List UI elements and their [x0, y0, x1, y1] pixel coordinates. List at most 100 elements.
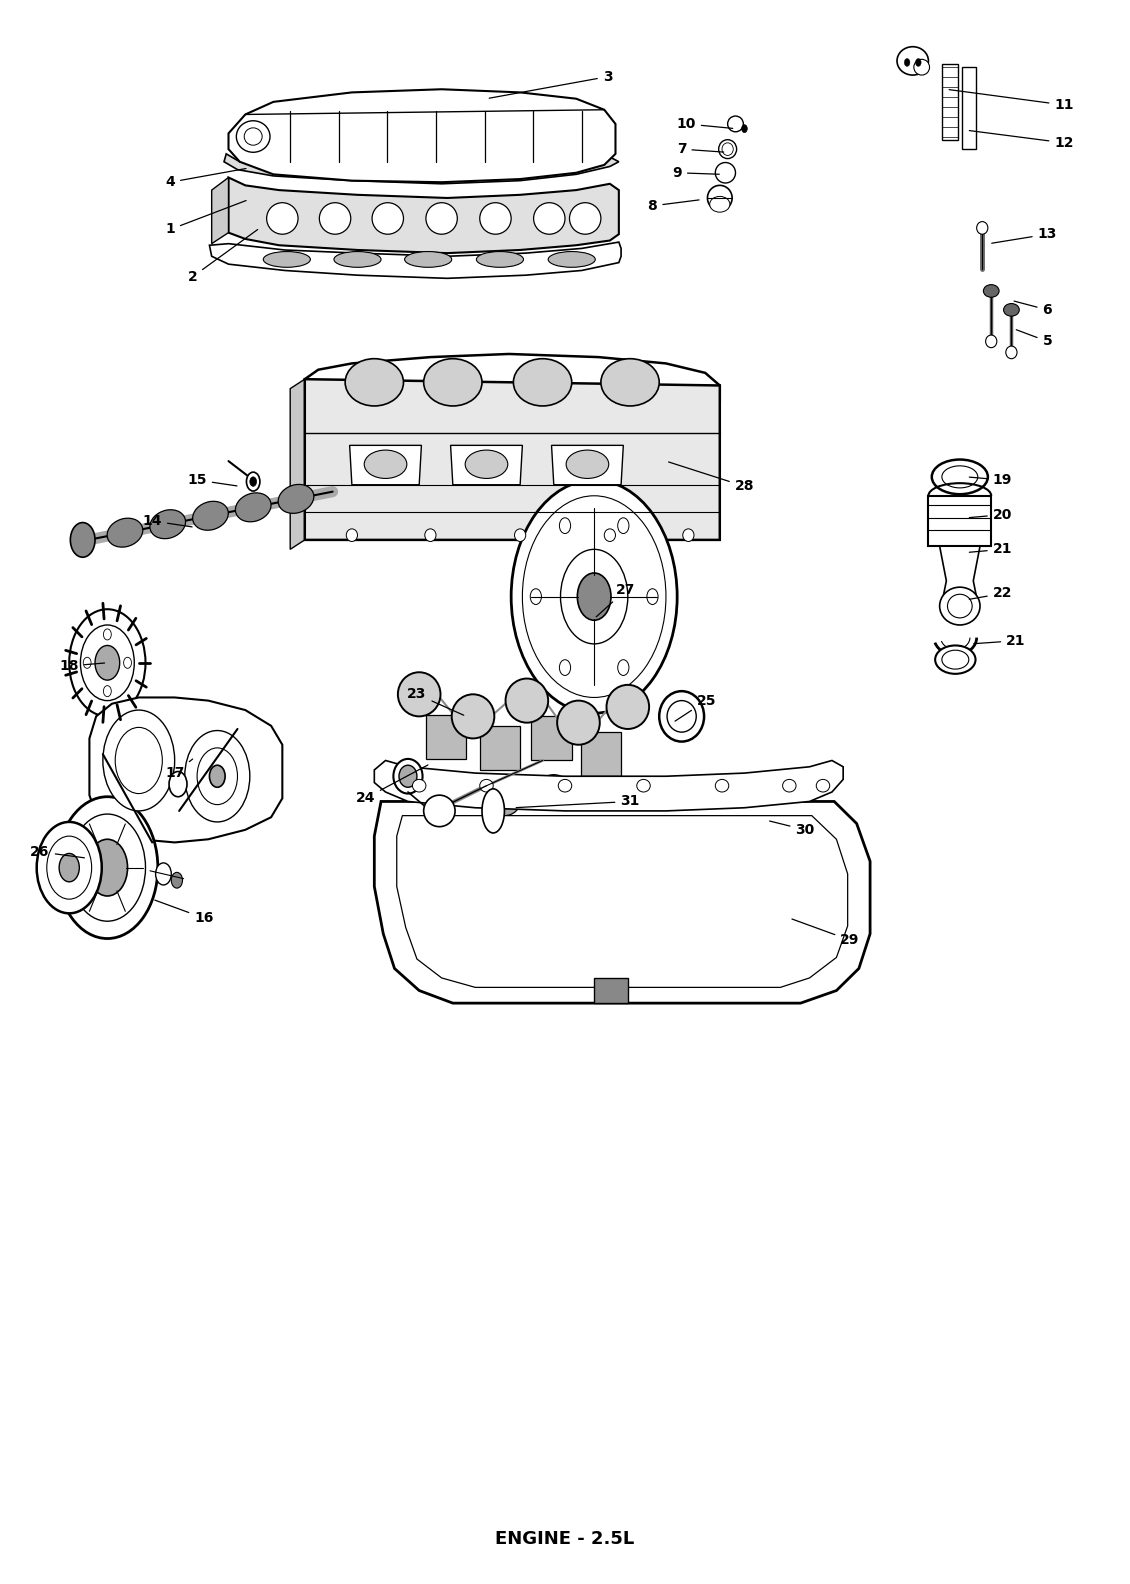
Polygon shape — [305, 379, 720, 540]
Ellipse shape — [435, 775, 467, 803]
Ellipse shape — [170, 771, 186, 797]
Ellipse shape — [659, 691, 704, 741]
Ellipse shape — [104, 686, 111, 697]
Text: 23: 23 — [407, 687, 463, 716]
Ellipse shape — [605, 529, 616, 542]
Text: 24: 24 — [356, 765, 428, 805]
Ellipse shape — [477, 252, 523, 268]
Ellipse shape — [87, 840, 128, 897]
Ellipse shape — [393, 759, 423, 794]
Ellipse shape — [741, 125, 747, 133]
Ellipse shape — [936, 645, 975, 673]
Ellipse shape — [345, 358, 403, 406]
Text: 28: 28 — [669, 463, 754, 493]
Ellipse shape — [570, 203, 601, 234]
Ellipse shape — [601, 358, 659, 406]
Polygon shape — [581, 732, 622, 776]
Ellipse shape — [346, 529, 357, 542]
Polygon shape — [426, 714, 467, 759]
Ellipse shape — [646, 589, 658, 605]
Ellipse shape — [405, 252, 452, 268]
Ellipse shape — [424, 795, 455, 827]
Ellipse shape — [267, 203, 298, 234]
Ellipse shape — [637, 779, 650, 792]
Text: 21: 21 — [974, 634, 1026, 648]
Ellipse shape — [577, 573, 611, 621]
Text: 16: 16 — [155, 900, 214, 925]
Ellipse shape — [715, 163, 736, 184]
Text: 3: 3 — [489, 70, 612, 98]
Polygon shape — [228, 177, 619, 253]
Ellipse shape — [915, 59, 921, 67]
Ellipse shape — [897, 46, 929, 74]
Text: 22: 22 — [970, 586, 1012, 600]
Ellipse shape — [514, 529, 525, 542]
Text: 1: 1 — [165, 201, 246, 236]
Ellipse shape — [559, 659, 571, 675]
Ellipse shape — [70, 523, 95, 558]
Ellipse shape — [618, 659, 629, 675]
Ellipse shape — [816, 779, 829, 792]
Ellipse shape — [533, 203, 565, 234]
Text: 26: 26 — [31, 844, 85, 859]
Ellipse shape — [452, 694, 494, 738]
Ellipse shape — [184, 730, 250, 822]
Ellipse shape — [197, 748, 237, 805]
Text: 8: 8 — [647, 200, 699, 212]
Ellipse shape — [466, 450, 507, 478]
Ellipse shape — [976, 222, 988, 234]
Polygon shape — [228, 89, 616, 182]
Ellipse shape — [398, 672, 441, 716]
Text: 30: 30 — [770, 821, 815, 836]
Text: 5: 5 — [1016, 329, 1052, 348]
Ellipse shape — [426, 203, 458, 234]
Text: ENGINE - 2.5L: ENGINE - 2.5L — [495, 1530, 635, 1548]
Ellipse shape — [715, 779, 729, 792]
Text: 6: 6 — [1014, 301, 1052, 317]
Ellipse shape — [103, 710, 175, 811]
Ellipse shape — [983, 285, 999, 298]
Polygon shape — [349, 445, 421, 485]
Text: 20: 20 — [970, 508, 1012, 521]
Polygon shape — [374, 760, 843, 811]
Ellipse shape — [95, 645, 120, 680]
Ellipse shape — [942, 466, 977, 488]
Ellipse shape — [483, 789, 504, 833]
Ellipse shape — [557, 700, 600, 744]
Ellipse shape — [559, 518, 571, 534]
Ellipse shape — [1006, 345, 1017, 358]
Ellipse shape — [236, 120, 270, 152]
Ellipse shape — [246, 472, 260, 491]
Text: 21: 21 — [970, 542, 1012, 556]
Text: 4: 4 — [165, 168, 246, 188]
Ellipse shape — [334, 252, 381, 268]
Text: 25: 25 — [675, 694, 716, 721]
Ellipse shape — [683, 529, 694, 542]
Text: 2: 2 — [188, 230, 258, 284]
Text: 19: 19 — [970, 474, 1012, 486]
Bar — [942, 63, 957, 139]
Ellipse shape — [244, 128, 262, 146]
Polygon shape — [89, 697, 282, 843]
Ellipse shape — [104, 629, 111, 640]
Text: 7: 7 — [677, 143, 723, 157]
Ellipse shape — [710, 196, 730, 212]
Polygon shape — [940, 546, 980, 604]
Ellipse shape — [904, 59, 910, 67]
Ellipse shape — [489, 787, 520, 816]
Ellipse shape — [566, 450, 609, 478]
Ellipse shape — [914, 59, 930, 74]
Ellipse shape — [107, 518, 142, 546]
Ellipse shape — [558, 779, 572, 792]
Ellipse shape — [69, 610, 146, 716]
Text: 10: 10 — [677, 117, 732, 131]
Polygon shape — [290, 379, 305, 550]
Polygon shape — [209, 242, 622, 279]
Ellipse shape — [235, 493, 271, 521]
Ellipse shape — [250, 477, 257, 486]
Ellipse shape — [618, 518, 629, 534]
Ellipse shape — [728, 116, 744, 131]
Ellipse shape — [46, 836, 92, 900]
Ellipse shape — [783, 779, 796, 792]
Text: 29: 29 — [792, 919, 860, 947]
